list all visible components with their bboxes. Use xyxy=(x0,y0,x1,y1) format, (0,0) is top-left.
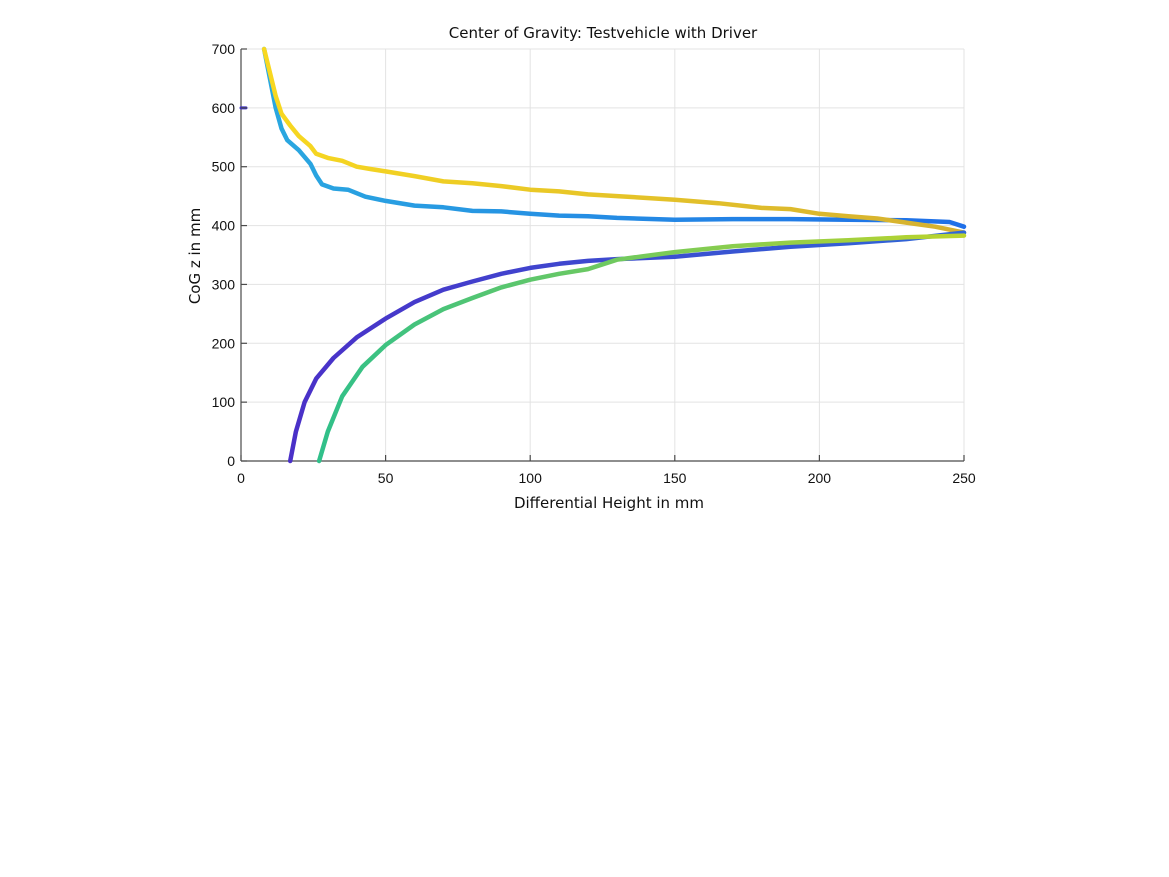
x-tick-label: 0 xyxy=(237,470,245,486)
axes xyxy=(240,49,964,462)
x-tick-label: 50 xyxy=(378,470,394,486)
x-tick-label: 250 xyxy=(952,470,976,486)
y-tick-label: 0 xyxy=(227,453,235,469)
chart-title: Center of Gravity: Testvehicle with Driv… xyxy=(449,24,758,42)
y-axis-label: CoG z in mm xyxy=(186,208,204,304)
ticks: 0 50 100 150 200 250 0 100 200 300 400 500 600 700 xyxy=(212,41,976,486)
series-line-4 xyxy=(316,233,967,464)
x-tick-label: 200 xyxy=(808,470,832,486)
y-tick-label: 600 xyxy=(212,100,236,116)
series-line-1 xyxy=(261,46,967,229)
series-line-2 xyxy=(261,46,967,235)
y-tick-label: 500 xyxy=(212,159,236,175)
series-layer xyxy=(239,46,967,464)
series-line-3 xyxy=(287,230,967,464)
y-tick-label: 700 xyxy=(212,41,236,57)
x-tick-label: 150 xyxy=(663,470,687,486)
y-tick-label: 100 xyxy=(212,394,236,410)
y-tick-label: 200 xyxy=(212,335,236,351)
y-tick-label: 300 xyxy=(212,276,236,292)
x-tick-label: 100 xyxy=(519,470,543,486)
x-axis-label: Differential Height in mm xyxy=(514,494,704,512)
grid xyxy=(241,48,965,461)
y-tick-label: 400 xyxy=(212,218,236,234)
